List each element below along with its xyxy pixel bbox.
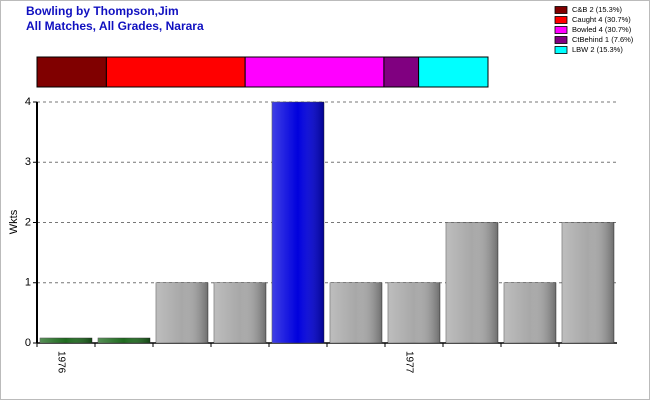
legend-swatch bbox=[554, 26, 568, 34]
stack-segment bbox=[36, 56, 107, 88]
bar-shade bbox=[446, 222, 498, 343]
y-tick-label: 0 bbox=[25, 337, 31, 349]
legend-swatch bbox=[554, 16, 568, 24]
bar-shade bbox=[214, 282, 266, 343]
y-tick-label: 1 bbox=[25, 277, 31, 289]
stack-segment bbox=[105, 56, 246, 88]
y-axis-label: Wkts bbox=[8, 209, 20, 234]
bar-shade bbox=[562, 222, 614, 343]
stack-segment bbox=[383, 56, 420, 88]
legend-label: C&B 2 (15.3%) bbox=[572, 5, 623, 14]
y-tick-label: 4 bbox=[25, 96, 31, 108]
bar-shade bbox=[40, 338, 92, 343]
bar-shade bbox=[330, 282, 382, 343]
bar-shade bbox=[156, 282, 208, 343]
legend-swatch bbox=[554, 36, 568, 44]
legend-label: CtBehind 1 (7.6%) bbox=[572, 35, 634, 44]
bar-shade bbox=[98, 338, 150, 343]
legend-label: Caught 4 (30.7%) bbox=[572, 15, 631, 24]
chart-title: Bowling by Thompson,Jim bbox=[26, 4, 179, 18]
y-tick-label: 2 bbox=[25, 216, 31, 228]
x-tick-label: 1977 bbox=[403, 351, 414, 374]
bar-shade bbox=[388, 282, 440, 343]
stack-segment bbox=[418, 56, 489, 88]
legend-swatch bbox=[554, 46, 568, 54]
legend-swatch bbox=[554, 6, 568, 14]
stack-segment bbox=[244, 56, 385, 88]
bar-shade bbox=[272, 102, 324, 343]
legend-label: Bowled 4 (30.7%) bbox=[572, 25, 632, 34]
x-tick-label: 1976 bbox=[55, 351, 66, 374]
chart-subtitle: All Matches, All Grades, Narara bbox=[26, 19, 204, 33]
y-tick-label: 3 bbox=[25, 156, 31, 168]
bar-shade bbox=[504, 282, 556, 343]
legend-label: LBW 2 (15.3%) bbox=[572, 45, 623, 54]
